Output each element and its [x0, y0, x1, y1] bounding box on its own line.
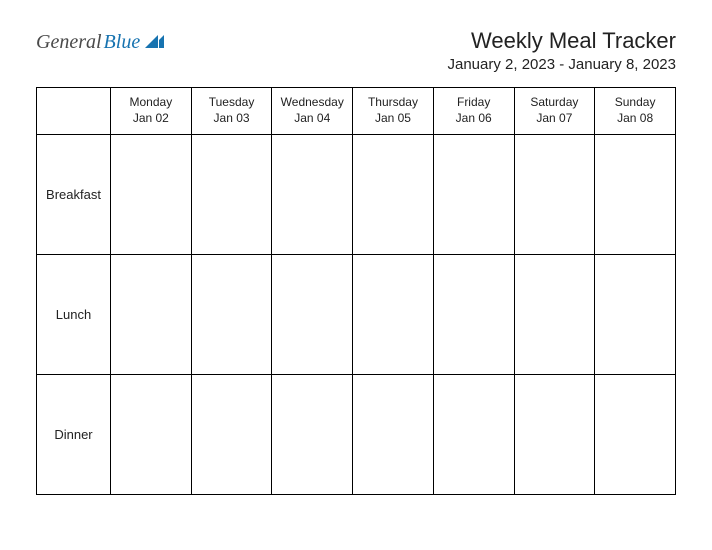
day-name: Sunday — [597, 94, 673, 110]
table-row: Lunch — [37, 255, 676, 375]
meal-cell[interactable] — [353, 135, 434, 255]
table-row: Dinner — [37, 375, 676, 495]
meal-cell[interactable] — [595, 375, 676, 495]
row-label: Breakfast — [37, 135, 111, 255]
table-header-row: Monday Jan 02 Tuesday Jan 03 Wednesday J… — [37, 88, 676, 135]
meal-cell[interactable] — [111, 375, 192, 495]
col-header: Wednesday Jan 04 — [272, 88, 353, 135]
col-header: Thursday Jan 05 — [353, 88, 434, 135]
day-name: Wednesday — [274, 94, 350, 110]
col-header: Monday Jan 02 — [111, 88, 192, 135]
col-header: Friday Jan 06 — [433, 88, 514, 135]
row-label: Dinner — [37, 375, 111, 495]
meal-cell[interactable] — [272, 135, 353, 255]
meal-cell[interactable] — [272, 255, 353, 375]
col-header: Tuesday Jan 03 — [191, 88, 272, 135]
meal-cell[interactable] — [595, 135, 676, 255]
meal-cell[interactable] — [353, 255, 434, 375]
day-name: Thursday — [355, 94, 431, 110]
meal-cell[interactable] — [595, 255, 676, 375]
meal-cell[interactable] — [191, 375, 272, 495]
meal-cell[interactable] — [514, 135, 595, 255]
day-name: Tuesday — [194, 94, 270, 110]
meal-cell[interactable] — [514, 375, 595, 495]
logo-word2: Blue — [104, 32, 141, 52]
meal-cell[interactable] — [353, 375, 434, 495]
meal-cell[interactable] — [191, 135, 272, 255]
meal-tracker-table: Monday Jan 02 Tuesday Jan 03 Wednesday J… — [36, 87, 676, 495]
meal-cell[interactable] — [111, 255, 192, 375]
day-name: Monday — [113, 94, 189, 110]
logo: General Blue — [36, 28, 166, 52]
meal-cell[interactable] — [433, 375, 514, 495]
table-row: Breakfast — [37, 135, 676, 255]
day-name: Friday — [436, 94, 512, 110]
meal-cell[interactable] — [191, 255, 272, 375]
table-corner-cell — [37, 88, 111, 135]
meal-cell[interactable] — [272, 375, 353, 495]
day-date: Jan 03 — [194, 110, 270, 126]
day-date: Jan 08 — [597, 110, 673, 126]
header: General Blue Weekly Meal Tracker January… — [36, 28, 676, 73]
page-title: Weekly Meal Tracker — [448, 28, 677, 54]
day-date: Jan 05 — [355, 110, 431, 126]
logo-sail-icon — [144, 34, 166, 50]
meal-cell[interactable] — [433, 255, 514, 375]
title-block: Weekly Meal Tracker January 2, 2023 - Ja… — [448, 28, 677, 73]
day-name: Saturday — [517, 94, 593, 110]
col-header: Saturday Jan 07 — [514, 88, 595, 135]
row-label: Lunch — [37, 255, 111, 375]
meal-cell[interactable] — [111, 135, 192, 255]
day-date: Jan 06 — [436, 110, 512, 126]
logo-word1: General — [36, 32, 102, 52]
date-range: January 2, 2023 - January 8, 2023 — [448, 56, 677, 73]
col-header: Sunday Jan 08 — [595, 88, 676, 135]
day-date: Jan 02 — [113, 110, 189, 126]
day-date: Jan 04 — [274, 110, 350, 126]
meal-cell[interactable] — [433, 135, 514, 255]
meal-cell[interactable] — [514, 255, 595, 375]
day-date: Jan 07 — [517, 110, 593, 126]
